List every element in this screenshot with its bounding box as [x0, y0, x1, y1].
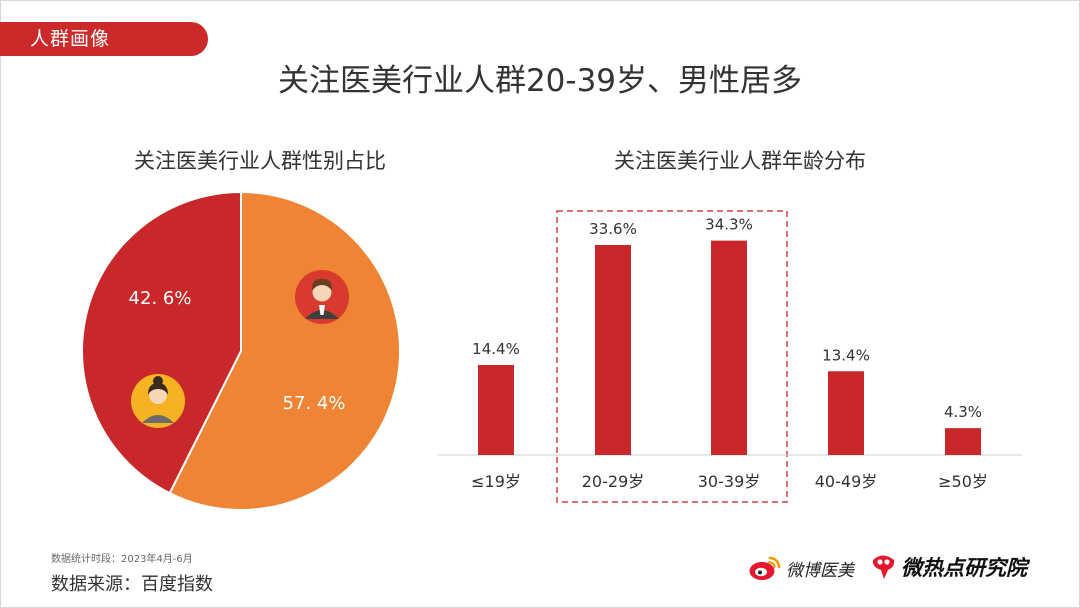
bar-value-label: 34.3%: [705, 216, 753, 234]
bar-category-label: 20-29岁: [582, 472, 645, 491]
research-brand: 微热点研究院: [868, 552, 1027, 582]
data-source: 数据来源：百度指数: [51, 574, 213, 595]
highlight-box: [556, 210, 788, 503]
bar-category-label: 40-49岁: [815, 472, 878, 491]
bar-3: [711, 240, 747, 455]
female-avatar-face: [149, 386, 167, 404]
bar-2: [595, 245, 631, 455]
weibo-brand: 微博医美: [748, 554, 854, 582]
male-avatar-hair: [311, 278, 333, 291]
section-tag: 人群画像: [0, 22, 208, 56]
pie-chart-title: 关注医美行业人群性别占比: [134, 149, 386, 173]
data-period: 数据统计时段：2023年4月-6月: [51, 554, 193, 565]
male-avatar-face: [312, 282, 332, 302]
bar-value-label: 14.4%: [472, 340, 520, 358]
weibo-brand-label: 微博医美: [786, 560, 854, 581]
female-avatar-hair: [148, 383, 168, 395]
bar-4: [828, 371, 864, 455]
bar-category-label: 30-39岁: [698, 472, 761, 491]
bar-value-label: 13.4%: [822, 346, 870, 364]
pie-slice-female: [81, 190, 242, 495]
female-avatar-bun: [153, 376, 163, 386]
bar-1: [478, 365, 514, 455]
pie-label-male: 57. 4%: [283, 393, 346, 414]
bar-value-label: 33.6%: [589, 220, 637, 238]
bar-category-label: ≤19岁: [471, 472, 521, 491]
bar-category-label: ≥50岁: [938, 472, 988, 491]
male-avatar-shirt: [319, 305, 325, 315]
bar-5: [945, 428, 981, 455]
weirediandian-logo-icon: [872, 555, 895, 579]
research-brand-label: 微热点研究院: [901, 556, 1027, 580]
pie-label-female: 42. 6%: [129, 288, 192, 309]
female-avatar-body: [142, 415, 174, 423]
bar-chart-title: 关注医美行业人群年龄分布: [614, 149, 866, 173]
pie-slice-male: [168, 190, 401, 511]
page-title: 关注医美行业人群20-39岁、男性居多: [277, 63, 803, 99]
bar-value-label: 4.3%: [944, 403, 982, 421]
weibo-logo-icon: [749, 556, 781, 580]
